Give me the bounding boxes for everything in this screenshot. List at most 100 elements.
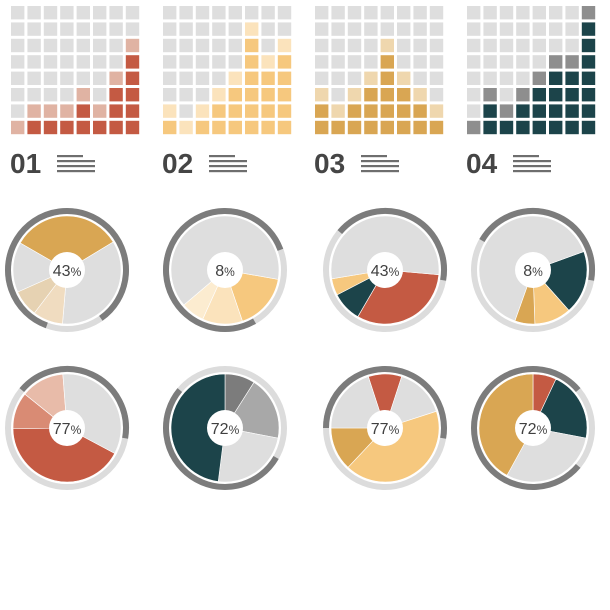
waffle-cell bbox=[179, 88, 193, 102]
waffle-cell bbox=[549, 38, 563, 53]
waffle-cell bbox=[109, 55, 123, 69]
waffle-cell bbox=[581, 71, 596, 85]
pie-progress-arc bbox=[163, 208, 284, 332]
waffle-cell bbox=[125, 104, 140, 118]
waffle-cell bbox=[467, 55, 481, 69]
pie-chart-2: 8% bbox=[163, 208, 287, 332]
waffle-cell bbox=[331, 104, 345, 118]
waffle-cell bbox=[43, 6, 58, 20]
waffle-cell bbox=[347, 88, 362, 102]
waffle-cell bbox=[397, 104, 411, 118]
waffle-cell bbox=[60, 104, 74, 118]
pie-progress-arc bbox=[323, 366, 447, 439]
waffle-cell bbox=[380, 6, 394, 20]
waffle-cell bbox=[516, 22, 530, 36]
waffle-cell bbox=[261, 71, 275, 85]
waffle-cell bbox=[364, 6, 378, 20]
waffle-cell bbox=[195, 6, 210, 20]
waffle-cell bbox=[380, 104, 394, 118]
waffle-cell bbox=[109, 88, 123, 102]
waffle-cell bbox=[364, 120, 378, 135]
waffle-cell bbox=[43, 38, 58, 53]
waffle-cell bbox=[11, 38, 25, 53]
waffle-cell bbox=[347, 120, 362, 135]
waffle-cell bbox=[380, 88, 394, 102]
waffle-cell bbox=[315, 104, 329, 118]
waffle-cell bbox=[565, 104, 579, 118]
waffle-cell bbox=[43, 104, 58, 118]
waffle-cell bbox=[467, 104, 481, 118]
waffle-cell bbox=[11, 55, 25, 69]
waffle-cell bbox=[228, 55, 242, 69]
waffle-cell bbox=[413, 71, 427, 85]
waffle-cell bbox=[397, 6, 411, 20]
waffle-cell bbox=[212, 120, 226, 135]
waffle-cell bbox=[347, 6, 362, 20]
waffle-cell bbox=[483, 38, 497, 53]
waffle-cell bbox=[179, 6, 193, 20]
waffle-cell bbox=[380, 55, 394, 69]
waffle-cell bbox=[532, 88, 546, 102]
waffle-cell bbox=[11, 104, 25, 118]
waffle-cell bbox=[565, 6, 579, 20]
pie-percent-label: 43% bbox=[371, 263, 400, 280]
waffle-cell bbox=[499, 22, 514, 36]
pie-slice bbox=[330, 215, 440, 280]
pie-slice bbox=[384, 376, 437, 429]
waffle-cell bbox=[60, 71, 74, 85]
waffle-cell bbox=[483, 55, 497, 69]
waffle-cell bbox=[331, 88, 345, 102]
waffle-cell bbox=[163, 71, 177, 85]
waffle-cell bbox=[93, 22, 107, 36]
pie-slice bbox=[347, 410, 440, 483]
waffle-cell bbox=[43, 22, 58, 36]
waffle-cell bbox=[60, 22, 74, 36]
waffle-cell bbox=[397, 88, 411, 102]
pie-chart-1: 43% bbox=[5, 208, 129, 332]
waffle-cell bbox=[93, 88, 107, 102]
waffle-cell bbox=[565, 38, 579, 53]
waffle-cell bbox=[125, 88, 140, 102]
pie-center-hole bbox=[49, 410, 85, 446]
pie-chart-6: 72% bbox=[163, 366, 287, 490]
waffle-cell bbox=[483, 71, 497, 85]
waffle-cell bbox=[261, 55, 275, 69]
waffle-cell bbox=[315, 22, 329, 36]
waffle-cell bbox=[76, 104, 90, 118]
waffle-cell bbox=[195, 104, 210, 118]
waffle-cell bbox=[413, 22, 427, 36]
waffle-cell bbox=[212, 38, 226, 53]
waffle-cell bbox=[163, 22, 177, 36]
waffle-cell bbox=[364, 104, 378, 118]
waffle-cell bbox=[429, 104, 444, 118]
waffle-number-label: 04 bbox=[466, 148, 498, 179]
pie-chart-8: 72% bbox=[471, 366, 595, 490]
waffle-cell bbox=[277, 88, 292, 102]
pie-progress-arc bbox=[337, 208, 447, 281]
waffle-cell bbox=[549, 120, 563, 135]
waffle-cell bbox=[315, 55, 329, 69]
waffle-cell bbox=[380, 71, 394, 85]
waffle-cell bbox=[347, 38, 362, 53]
waffle-cell bbox=[397, 120, 411, 135]
waffle-cell bbox=[347, 22, 362, 36]
waffle-cell bbox=[483, 88, 497, 102]
waffle-cell bbox=[380, 120, 394, 135]
waffle-cell bbox=[413, 104, 427, 118]
waffle-cell bbox=[212, 88, 226, 102]
pie-percent-label: 77% bbox=[371, 421, 400, 438]
waffle-cell bbox=[212, 71, 226, 85]
text-line bbox=[513, 165, 551, 168]
waffle-cell bbox=[483, 104, 497, 118]
waffle-cell bbox=[429, 22, 444, 36]
waffle-cell bbox=[27, 6, 41, 20]
waffle-cell bbox=[195, 88, 210, 102]
pie-center-hole bbox=[367, 252, 403, 288]
waffle-cell bbox=[76, 22, 90, 36]
waffle-cell bbox=[60, 120, 74, 135]
waffle-cell bbox=[315, 6, 329, 20]
waffle-cell bbox=[549, 88, 563, 102]
waffle-cell bbox=[499, 6, 514, 20]
waffle-cell bbox=[581, 22, 596, 36]
waffle-cell bbox=[499, 55, 514, 69]
